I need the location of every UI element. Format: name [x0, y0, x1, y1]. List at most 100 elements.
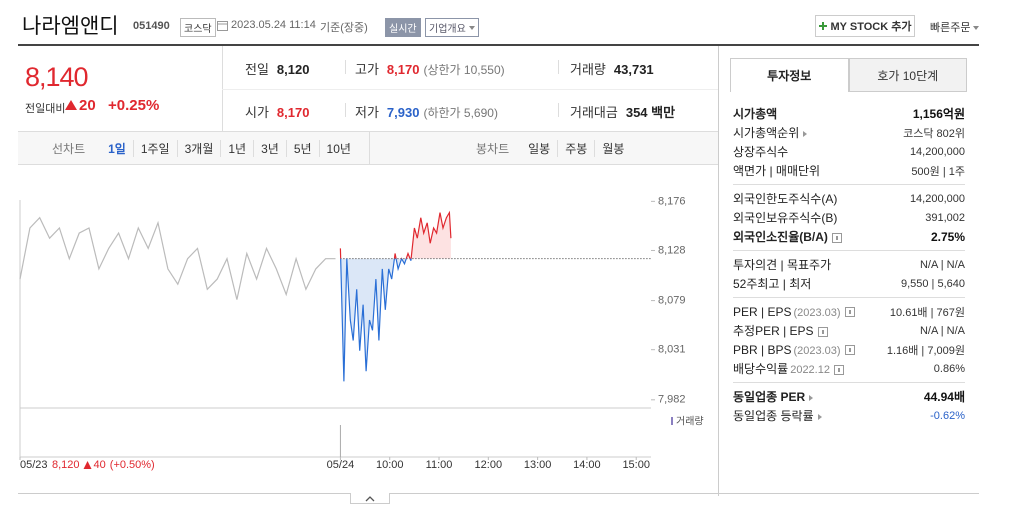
- y-tick-label: 8,176: [658, 195, 686, 207]
- period-tab[interactable]: 일봉: [528, 141, 551, 156]
- period-tab[interactable]: 1주일: [132, 139, 177, 157]
- arrow-icon: [809, 394, 814, 401]
- summary-value: 7,930: [386, 105, 420, 120]
- info-value: N/A | N/A: [919, 324, 965, 337]
- stock-code: 051490: [133, 20, 170, 32]
- info-tabs: 투자정보 호가 10단계: [730, 58, 967, 92]
- info-value: 1,156억원: [912, 107, 965, 121]
- divider: [558, 103, 559, 117]
- title: 나라엠앤디: [22, 15, 119, 38]
- info-row: 외국인소진율(B/A) 2.75%: [733, 227, 965, 246]
- info-label: PER | EPS: [733, 304, 792, 319]
- info-tab[interactable]: 호가 10단계: [848, 58, 967, 92]
- arrow-icon: [817, 413, 822, 420]
- period-tab[interactable]: 3년: [253, 139, 286, 157]
- x-tick-label: 15:00: [622, 459, 650, 471]
- info-label: 상장주식수: [733, 145, 789, 159]
- info-label: 액면가 | 매매단위: [733, 164, 821, 178]
- chart-tabs: 선차트 1일 1주일 3개월 1년 3년 5년 10년 봉차트 일봉 주봉 월봉: [18, 131, 718, 165]
- x-tick-label: 11:00: [426, 459, 453, 471]
- arrow-icon: [803, 130, 808, 137]
- info-row: 52주최고 | 최저 9,550 | 5,640: [733, 274, 965, 293]
- info-row: 시가총액 1,156억원: [733, 104, 965, 123]
- divider: [345, 60, 346, 74]
- info-row: 배당수익률 2022.12 0.86%: [733, 359, 965, 378]
- y-tick-label: 8,031: [658, 344, 686, 356]
- info-label: 동일업종 PER: [733, 390, 806, 404]
- info-group: 동일업종 PER 44.94배 동일업종 등락률 -0.62%: [733, 383, 965, 429]
- calendar-icon: [217, 21, 228, 31]
- info-row: 액면가 | 매매단위 500원 | 1주: [733, 161, 965, 180]
- info-group: 외국인한도주식수(A) 14,200,000 외국인보유주식수(B) 391,002 외…: [733, 185, 965, 251]
- period-tab[interactable]: 3개월: [176, 139, 221, 157]
- header-rule: [18, 44, 979, 46]
- info-label: 외국인보유주식수(B): [733, 211, 838, 225]
- info-label-wrap: 시가총액순위: [733, 124, 808, 141]
- divider: [222, 89, 718, 90]
- info-label-wrap: 액면가 | 매매단위: [733, 162, 820, 179]
- summary-cell: 저가 7,930 (하한가 5,690): [355, 102, 498, 121]
- period-tab[interactable]: 5년: [285, 139, 319, 157]
- info-label: 외국인한도주식수(A): [733, 192, 838, 206]
- period-tab[interactable]: 월봉: [594, 139, 631, 157]
- info-tab[interactable]: 투자정보: [730, 58, 849, 92]
- summary-label: 거래대금: [570, 105, 618, 120]
- period-tab[interactable]: 1년: [220, 139, 253, 157]
- info-value: 10.61배 | 767원: [889, 306, 965, 319]
- help-icon: [831, 232, 842, 243]
- company-info-button[interactable]: 기업개요: [425, 18, 479, 37]
- company-info-label: 기업개요: [429, 24, 466, 35]
- realtime-badge[interactable]: 실시간: [385, 18, 421, 37]
- y-tick-label: 8,079: [658, 294, 686, 306]
- quick-order-label: 빠른주문: [930, 22, 971, 34]
- quick-order[interactable]: 빠른주문: [930, 19, 980, 35]
- help-icon: [833, 364, 844, 375]
- info-label-wrap: 시가총액: [733, 105, 777, 122]
- area-down: [340, 258, 412, 382]
- info-groups: 시가총액 1,156억원 시가총액순위 코스닥 802위 상장주식수 14,200,000…: [719, 100, 979, 429]
- period-tab[interactable]: 주봉: [557, 139, 594, 157]
- info-row: PER | EPS (2023.03) 10.61배 | 767원: [733, 302, 965, 321]
- info-panel: 투자정보 호가 10단계 시가총액 1,156억원 시가총액순위 코스닥 802위 상장주…: [719, 46, 979, 456]
- info-label-wrap: PER | EPS (2023.03): [733, 305, 855, 319]
- current-price: 8,140: [25, 62, 89, 92]
- bottom-rule: [18, 493, 979, 494]
- change-label: 전일대비: [25, 103, 66, 115]
- summary-value: 8,120: [276, 62, 310, 77]
- x-tick-label: 12:00: [475, 459, 503, 471]
- prev-change: 40: [94, 459, 106, 471]
- info-note: (2023.03): [793, 306, 841, 319]
- summary-cell: 전일 8,120: [245, 59, 309, 78]
- collapse-button[interactable]: [350, 493, 390, 504]
- summary-cell: 고가 8,170 (상한가 10,550): [355, 59, 505, 78]
- info-label-wrap: 외국인보유주식수(B): [733, 209, 837, 226]
- summary-note: (하한가 5,690): [423, 106, 498, 120]
- info-label: 동일업종 등락률: [733, 409, 814, 423]
- help-icon: [817, 326, 828, 337]
- price-line-down: [340, 258, 412, 382]
- info-value: 1.16배 | 7,009원: [886, 344, 965, 357]
- period-tab[interactable]: 1일: [108, 141, 126, 156]
- info-value: 2.75%: [930, 229, 965, 244]
- tab-group-label: 봉차트: [476, 141, 510, 156]
- info-row: 시가총액순위 코스닥 802위: [733, 123, 965, 142]
- volume-legend-swatch: [671, 417, 673, 425]
- datetime: 2023.05.24 11:14: [231, 19, 316, 31]
- info-value: 9,550 | 5,640: [900, 277, 965, 290]
- info-label-wrap: 상장주식수: [733, 143, 788, 160]
- volume-label: 거래량: [676, 416, 704, 428]
- summary-label: 거래량: [570, 62, 606, 77]
- summary-value: 8,170: [386, 62, 420, 77]
- info-label-wrap: PBR | BPS (2023.03): [733, 343, 855, 357]
- period-tab[interactable]: 10년: [318, 139, 358, 157]
- info-label-wrap: 외국인한도주식수(A): [733, 190, 837, 207]
- summary-label: 고가: [355, 62, 379, 77]
- info-row: 상장주식수 14,200,000: [733, 142, 965, 161]
- info-row: 외국인보유주식수(B) 391,002: [733, 208, 965, 227]
- my-stock-button[interactable]: MY STOCK 추가: [815, 15, 915, 37]
- summary-cell: 거래량 43,731: [570, 59, 654, 78]
- info-value: 14,200,000: [909, 192, 965, 205]
- summary-label: 전일: [245, 62, 269, 77]
- price-chart: 8,176 8,128 8,079 8,031 7,982 05/23 05/24 10:00…: [19, 195, 704, 471]
